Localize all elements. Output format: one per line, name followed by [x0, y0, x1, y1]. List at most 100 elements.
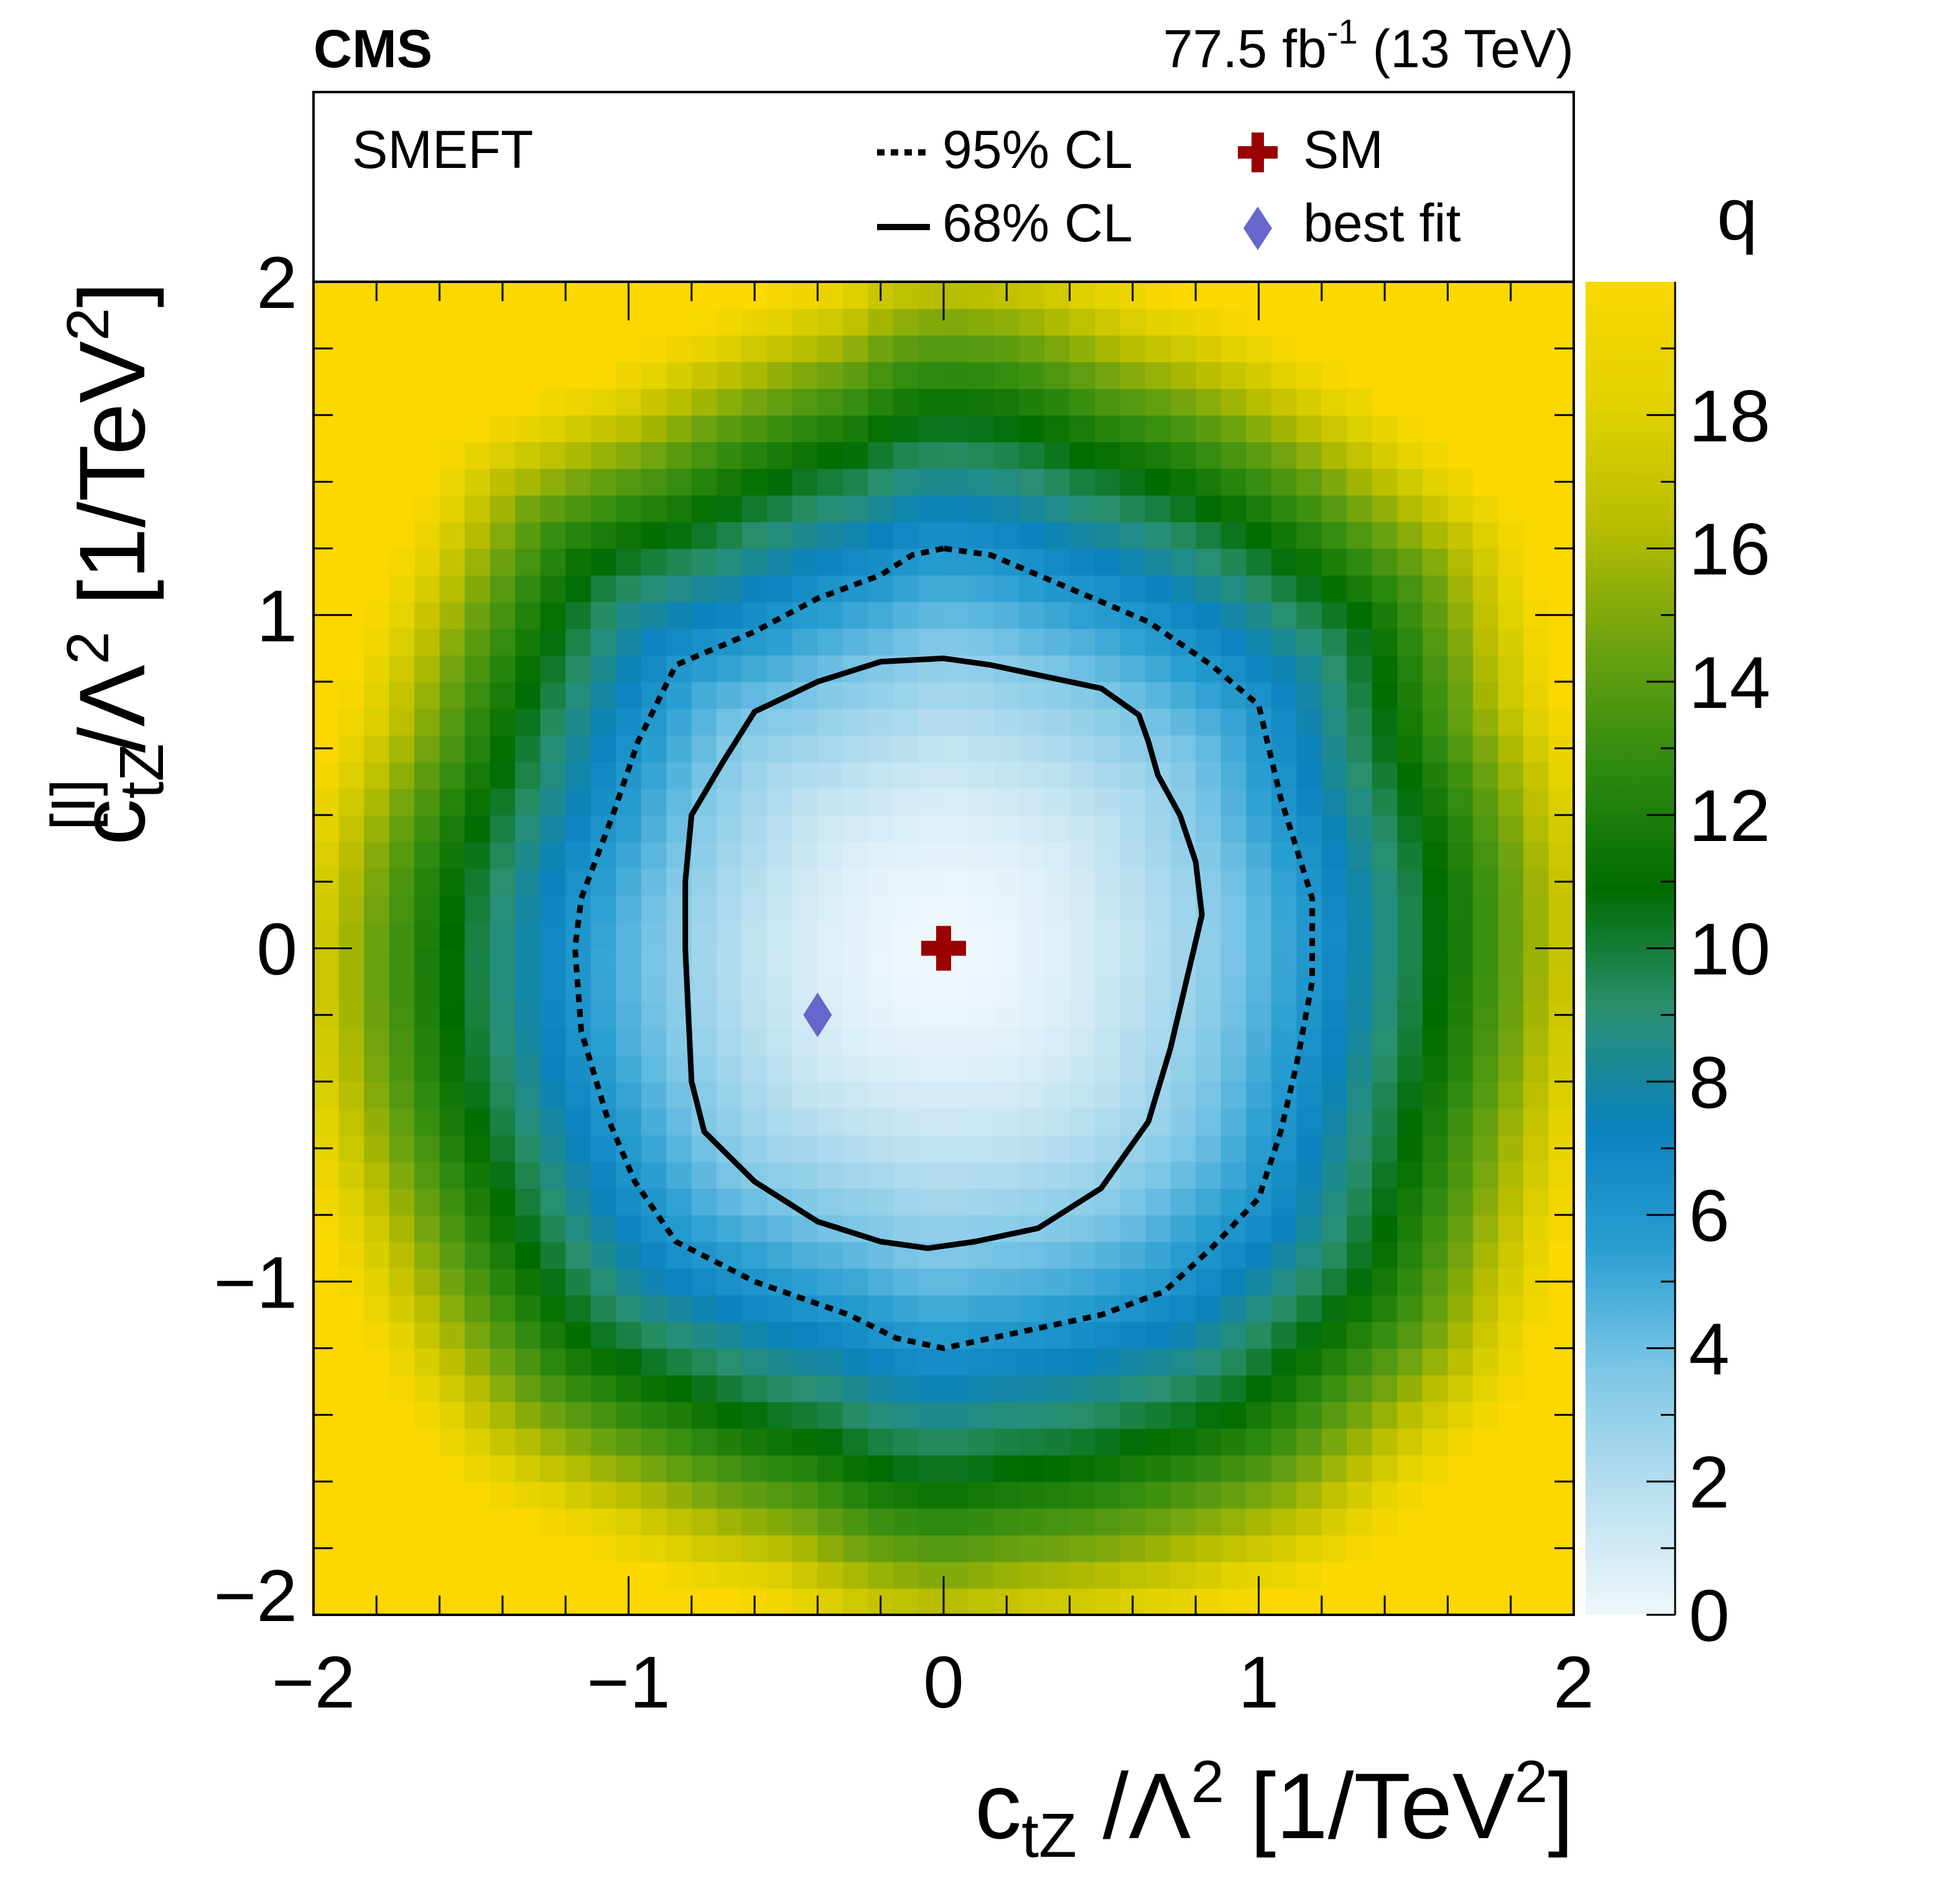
heatmap-cell: [1095, 708, 1121, 736]
heatmap-cell: [1498, 628, 1524, 656]
heatmap-cell: [944, 708, 970, 736]
heatmap-cell: [968, 1054, 995, 1082]
heatmap-cell: [1347, 575, 1373, 603]
heatmap-cell: [1019, 442, 1045, 469]
heatmap-cell: [1372, 1001, 1398, 1029]
heatmap-cell: [1548, 495, 1574, 523]
heatmap-cell: [414, 1215, 440, 1242]
heatmap-cell: [994, 1081, 1020, 1109]
heatmap-cell: [1472, 628, 1499, 656]
heatmap-cell: [641, 735, 667, 763]
heatmap-cell: [691, 1294, 718, 1322]
heatmap-cell: [1498, 948, 1524, 976]
heatmap-cell: [641, 495, 667, 523]
heatmap-cell: [1296, 1054, 1322, 1082]
heatmap-cell: [590, 388, 617, 416]
heatmap-cell: [1196, 442, 1222, 469]
heatmap-cell: [792, 1508, 819, 1536]
heatmap-cell: [842, 1348, 869, 1376]
heatmap-cell: [439, 894, 465, 922]
heatmap-cell: [1095, 1268, 1121, 1296]
heatmap-cell: [741, 1294, 768, 1322]
heatmap-cell: [515, 415, 541, 442]
heatmap-cell: [1120, 948, 1146, 976]
heatmap-cell: [1347, 1241, 1373, 1269]
heatmap-cell: [1246, 868, 1272, 896]
heatmap-cell: [1523, 761, 1549, 789]
heatmap-cell: [1220, 1294, 1247, 1322]
heatmap-cell: [465, 388, 491, 416]
heatmap-cell: [717, 1001, 743, 1029]
heatmap-cell: [868, 1188, 894, 1215]
heatmap-cell: [616, 1428, 642, 1456]
heatmap-cell: [691, 1054, 718, 1082]
heatmap-cell: [868, 335, 894, 363]
heatmap-cell: [893, 282, 919, 309]
heatmap-cell: [1472, 308, 1499, 336]
heatmap-cell: [1447, 1401, 1474, 1429]
heatmap-cell: [1347, 1135, 1373, 1163]
heatmap-cell: [1170, 1481, 1196, 1509]
heatmap-cell: [414, 1375, 440, 1402]
heatmap-cell: [767, 1588, 793, 1615]
heatmap-cell: [1145, 842, 1171, 869]
heatmap-cell: [1095, 548, 1121, 576]
heatmap-cell: [1472, 468, 1499, 496]
heatmap-cell: [1220, 1268, 1247, 1296]
heatmap-cell: [439, 708, 465, 736]
heatmap-cell: [1498, 442, 1524, 469]
heatmap-cell: [842, 681, 869, 709]
heatmap-cell: [1145, 308, 1171, 336]
heatmap-cell: [1296, 655, 1322, 682]
heatmap-cell: [1548, 1588, 1574, 1615]
heatmap-cell: [1246, 894, 1272, 922]
heatmap-cell: [338, 282, 365, 309]
heatmap-cell: [490, 681, 516, 709]
heatmap-cell: [1044, 468, 1071, 496]
heatmap-cell: [540, 1321, 566, 1349]
heatmap-cell: [1498, 575, 1524, 603]
heatmap-cell: [968, 1001, 995, 1029]
heatmap-cell: [968, 361, 995, 389]
heatmap-cell: [1120, 1454, 1146, 1482]
heatmap-cell: [1296, 548, 1322, 576]
heatmap-cell: [1548, 1428, 1574, 1456]
heatmap-cell: [1397, 868, 1423, 896]
heatmap-cell: [389, 1135, 415, 1163]
heatmap-cell: [968, 1428, 995, 1456]
heatmap-cell: [868, 628, 894, 656]
heatmap-cell: [439, 1428, 465, 1456]
heatmap-cell: [1019, 1001, 1045, 1029]
heatmap-cell: [842, 1561, 869, 1589]
heatmap-cell: [868, 1561, 894, 1589]
heatmap-cell: [767, 1454, 793, 1482]
heatmap-cell: [1347, 655, 1373, 682]
heatmap-cell: [1296, 761, 1322, 789]
heatmap-cell: [1044, 868, 1071, 896]
heatmap-cell: [1523, 788, 1549, 815]
heatmap-cell: [1397, 335, 1423, 363]
heatmap-cell: [389, 842, 415, 869]
heatmap-cell: [414, 1561, 440, 1589]
heatmap-cell: [1321, 1588, 1348, 1615]
heatmap-cell: [1347, 708, 1373, 736]
heatmap-cell: [1447, 815, 1474, 842]
heatmap-cell: [767, 842, 793, 869]
heatmap-cell: [1271, 1508, 1298, 1536]
heatmap-cell: [944, 1294, 970, 1322]
heatmap-cell: [490, 655, 516, 682]
heatmap-cell: [1472, 1268, 1499, 1296]
heatmap-cell: [717, 1375, 743, 1402]
heatmap-cell: [338, 1588, 365, 1615]
heatmap-cell: [741, 388, 768, 416]
heatmap-cell: [314, 388, 340, 416]
heatmap-cell: [1397, 468, 1423, 496]
heatmap-cell: [1120, 815, 1146, 842]
heatmap-cell: [1019, 1028, 1045, 1056]
heatmap-cell: [792, 868, 819, 896]
heatmap-cell: [314, 628, 340, 656]
heatmap-cell: [1170, 868, 1196, 896]
heatmap-cell: [1321, 1454, 1348, 1482]
heatmap-cell: [565, 708, 592, 736]
heatmap-cell: [590, 1268, 617, 1296]
